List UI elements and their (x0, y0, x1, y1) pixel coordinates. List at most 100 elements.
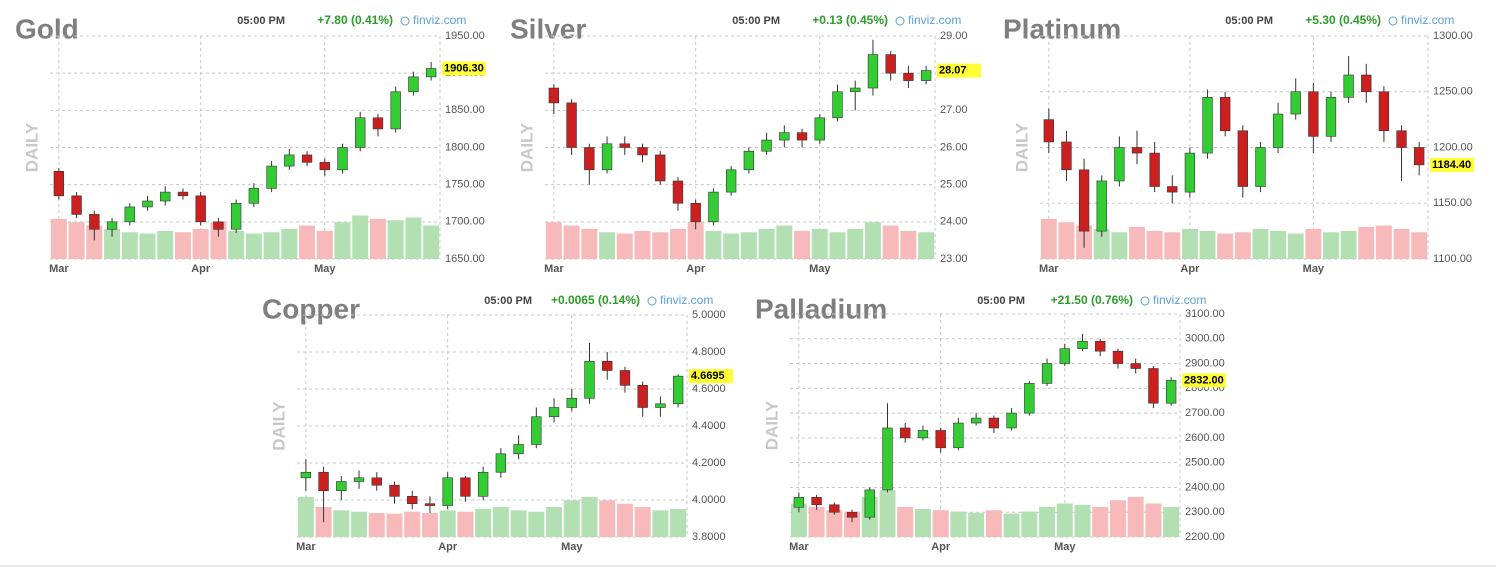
volume-bar (826, 510, 843, 537)
candle-body (442, 477, 453, 506)
volume-bar (404, 511, 421, 537)
candle-body (743, 150, 755, 171)
candle-body (1237, 130, 1248, 187)
volume-bar (368, 513, 385, 537)
volume-bar (599, 232, 616, 259)
y-tick-label: 1100.00 (1433, 253, 1472, 265)
candle-body (867, 54, 879, 89)
candle-body (425, 68, 437, 78)
candle-body (920, 70, 932, 81)
candle-body (584, 147, 595, 171)
y-tick-label: 1300.00 (1433, 30, 1473, 42)
volume-bar (794, 230, 811, 259)
volume-bar (528, 511, 545, 537)
x-tick-label: Apr (686, 263, 706, 275)
last-price-tag (1182, 373, 1226, 388)
candle-body (106, 221, 118, 230)
candle-body (1361, 74, 1372, 93)
volume-bar (1217, 233, 1234, 259)
candle-body (1078, 169, 1090, 232)
volume-bar (808, 506, 825, 537)
volume-bar (1146, 230, 1163, 259)
candle-body (566, 102, 577, 148)
volume-bar (599, 500, 616, 537)
candle-body (779, 132, 790, 141)
volume-bar (1234, 232, 1251, 259)
candle-body (371, 477, 382, 486)
volume-bar (670, 509, 687, 537)
y-tick-label: 1200.00 (1433, 141, 1473, 153)
candle-body (1202, 97, 1213, 154)
candle-body (142, 200, 153, 208)
candle-body (1290, 91, 1301, 115)
candle-body (424, 503, 436, 506)
last-price-label: 2832.00 (1184, 374, 1224, 386)
volume-bar (104, 228, 121, 259)
chart-title: Palladium (755, 293, 887, 324)
y-tick-label: 3.8000 (692, 531, 726, 543)
source-icon (1388, 16, 1398, 26)
volume-bar (1411, 232, 1428, 259)
candle-body (408, 76, 419, 93)
volume-bar (1393, 228, 1410, 259)
candle-body (89, 214, 100, 230)
volume-bar (1129, 226, 1145, 259)
last-price-label: 1184.40 (1432, 159, 1471, 171)
x-tick-label: May (1054, 541, 1076, 553)
source-label: finviz.com (1153, 293, 1206, 307)
volume-bar (174, 232, 191, 259)
volume-bar (1340, 230, 1357, 259)
candle-body (1148, 368, 1159, 404)
time-label: 05:00 PM (732, 15, 780, 27)
candle-body (1414, 147, 1425, 166)
candle-body (1378, 91, 1390, 132)
volume-bar (263, 232, 280, 259)
y-tick-label: 23.00 (940, 253, 968, 265)
y-tick-label: 27.00 (940, 104, 968, 116)
volume-bar (581, 497, 598, 537)
y-tick-label: 2500.00 (1185, 457, 1225, 469)
candle-body (970, 417, 982, 424)
y-tick-label: 26.00 (940, 141, 968, 153)
volume-bar (1145, 503, 1162, 537)
volume-bar (968, 512, 985, 537)
candle-body (1095, 340, 1106, 352)
candle-body (355, 117, 366, 148)
candle-body (900, 427, 911, 439)
y-tick-label: 2200.00 (1185, 531, 1225, 543)
volume-bar (139, 233, 156, 259)
x-tick-label: Apr (1180, 263, 1200, 275)
candle-body (917, 430, 929, 439)
candle-body (1184, 152, 1196, 193)
volume-bar (546, 507, 563, 537)
candle-body (864, 489, 875, 518)
timeframe-label: DAILY (762, 400, 781, 450)
candle-body (761, 139, 772, 152)
candle-body (195, 195, 206, 223)
x-tick-label: Apr (931, 541, 951, 553)
volume-bar (1287, 233, 1304, 259)
y-tick-label: 2700.00 (1185, 407, 1225, 419)
volume-bar (1199, 230, 1216, 259)
candle-body (1343, 74, 1354, 98)
y-tick-label: 1650.00 (445, 253, 485, 265)
y-tick-label: 5.0000 (692, 309, 726, 321)
source-icon (400, 16, 410, 26)
volume-bar (386, 513, 403, 537)
candle-body (390, 91, 401, 130)
candle-body (850, 87, 861, 93)
candle-body (266, 165, 277, 189)
volume-bar (882, 225, 899, 259)
volume-bar (758, 228, 775, 259)
x-tick-label: Apr (191, 263, 211, 275)
x-tick-label: Apr (438, 541, 458, 553)
volume-bar (297, 497, 314, 537)
candle-body (1059, 348, 1070, 364)
x-tick-label: Mar (1039, 263, 1059, 275)
volume-bar (829, 232, 846, 259)
candle-body (372, 117, 384, 130)
volume-bar (352, 215, 369, 259)
volume-bar (245, 233, 262, 259)
y-tick-label: 29.00 (940, 30, 968, 42)
